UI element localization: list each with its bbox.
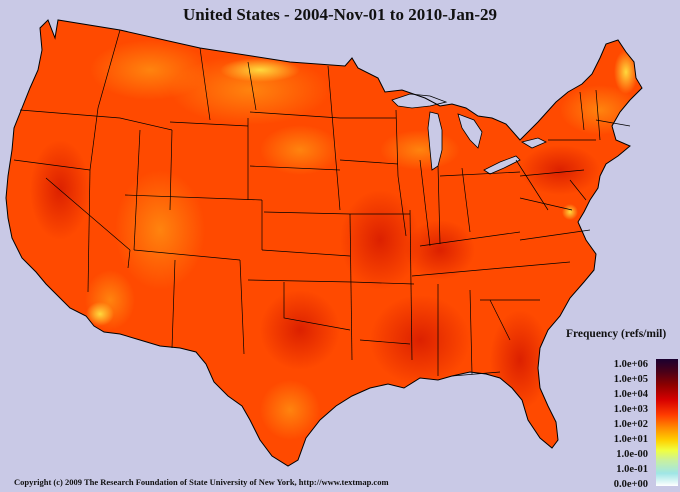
great-lakes — [391, 93, 547, 175]
legend-label: 1.0e-00 — [616, 449, 648, 460]
legend-scale-labels: 1.0e+06 1.0e+05 1.0e+04 1.0e+03 1.0e+02 … — [600, 357, 652, 492]
legend-label: 1.0e+01 — [613, 434, 648, 445]
legend-label: 1.0e+05 — [613, 374, 648, 385]
lake-huron — [457, 113, 483, 149]
legend-label: 1.0e-01 — [616, 464, 648, 475]
lake-ontario — [520, 137, 547, 149]
legend-label: 1.0e+03 — [613, 404, 648, 415]
legend-label: 1.0e+04 — [613, 389, 648, 400]
legend-label: 0.0e+00 — [613, 479, 648, 490]
legend-label: 1.0e+02 — [613, 419, 648, 430]
legend-title: Frequency (refs/mil) — [566, 328, 667, 340]
lake-erie — [483, 155, 521, 175]
legend-label: 1.0e+06 — [613, 359, 648, 370]
map-title: United States - 2004-Nov-01 to 2010-Jan-… — [182, 5, 497, 24]
legend-color-bar — [656, 359, 678, 486]
state-borders — [13, 29, 631, 377]
copyright-notice: Copyright (c) 2009 The Research Foundati… — [14, 477, 389, 487]
